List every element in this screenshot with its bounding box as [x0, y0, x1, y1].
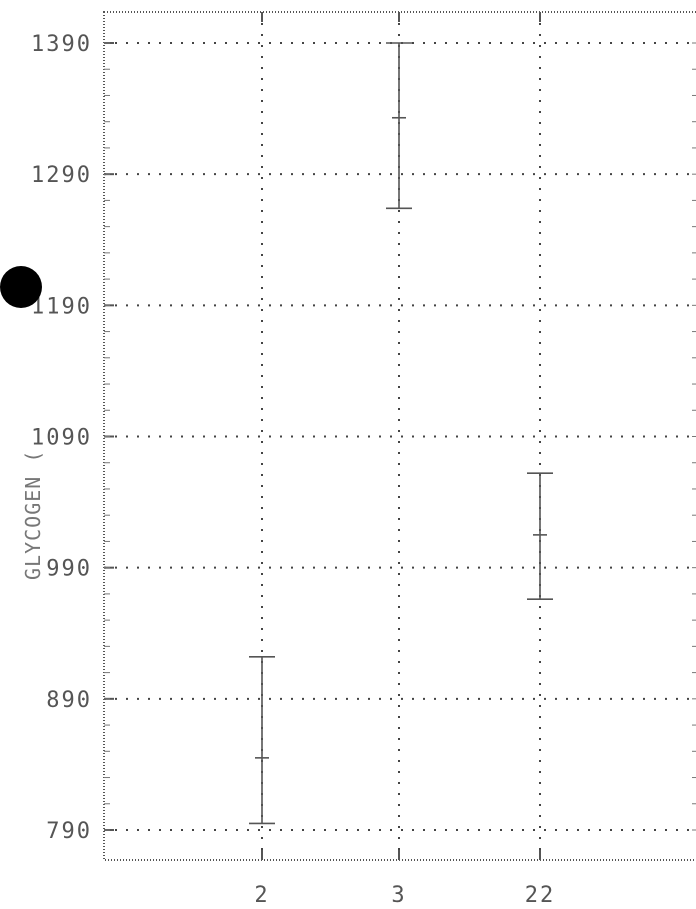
x-tick-label: 3: [391, 883, 406, 908]
y-tick-label: 1390: [31, 32, 92, 57]
y-tick-label: 890: [46, 688, 92, 713]
y-tick-label: 1290: [31, 163, 92, 188]
y-axis-label: GLYCOGEN (: [21, 450, 45, 580]
x-tick-label: 2: [254, 883, 269, 908]
y-tick-label: 1190: [31, 294, 92, 319]
grid: [104, 12, 696, 860]
x-tick-label: 22: [525, 883, 556, 908]
y-tick-label: 990: [46, 557, 92, 582]
y-axis: 790 890 990 1090 1190 1290 1390: [31, 32, 696, 844]
x-axis: 2 3 22: [254, 12, 556, 908]
error-bar-series: [249, 42, 553, 825]
black-dot-marker: [0, 266, 42, 308]
y-tick-label: 790: [46, 819, 92, 844]
y-tick-label: 1090: [31, 426, 92, 451]
